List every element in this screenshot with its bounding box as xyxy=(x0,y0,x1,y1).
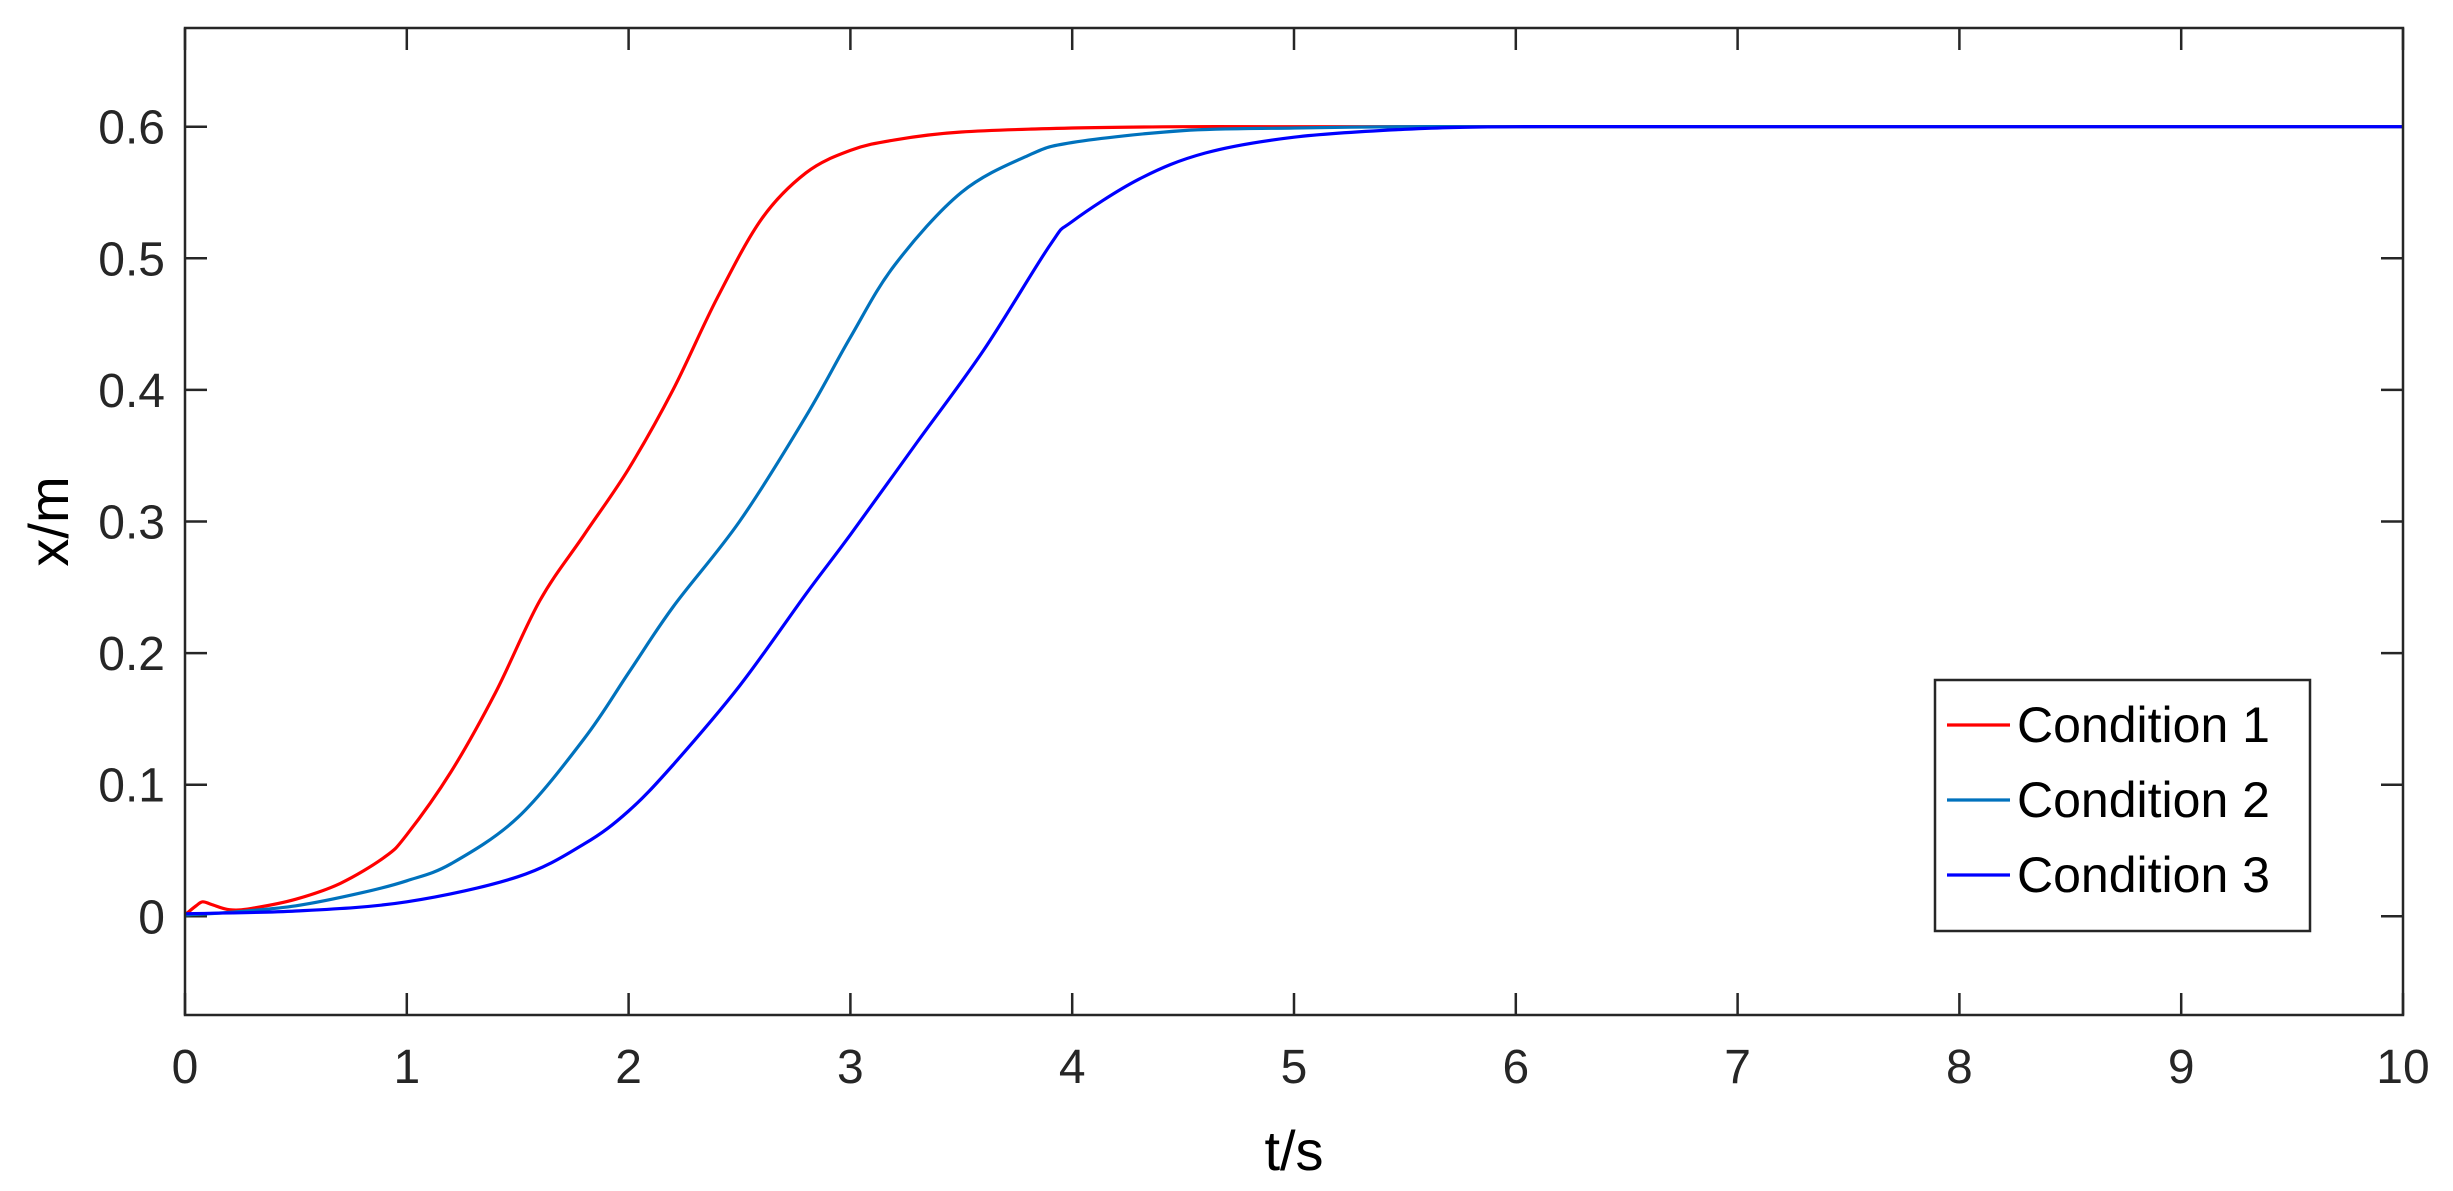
y-tick-label: 0 xyxy=(138,891,165,944)
legend-label: Condition 3 xyxy=(2017,847,2270,903)
y-tick-label: 0.2 xyxy=(98,628,165,681)
x-axis-label: t/s xyxy=(1264,1119,1323,1182)
series-line-condition-3 xyxy=(184,124,2403,916)
tick-labels: 0 1 2 3 4 5 6 7 8 9 10 0 0.1 0.2 0.3 0.4 0.5 0.6 xyxy=(98,102,2429,1094)
x-tick-label: 3 xyxy=(837,1041,864,1094)
legend: Condition 1 Condition 2 Condition 3 xyxy=(1933,678,2312,933)
x-tick-label: 1 xyxy=(393,1041,420,1094)
y-tick-label: 0.6 xyxy=(98,102,165,155)
x-tick-label: 2 xyxy=(615,1041,642,1094)
x-tick-label: 9 xyxy=(2168,1041,2195,1094)
y-tick-label: 0.4 xyxy=(98,365,165,418)
x-tick-label: 6 xyxy=(1502,1041,1529,1094)
y-axis-label: x/m xyxy=(17,476,80,566)
y-tick-label: 0.3 xyxy=(98,497,165,550)
legend-label: Condition 2 xyxy=(2017,772,2270,828)
series-lines xyxy=(183,124,2403,917)
legend-box xyxy=(1933,678,2312,933)
x-tick-label: 5 xyxy=(1281,1041,1308,1094)
x-tick-label: 8 xyxy=(1946,1041,1973,1094)
plot-frame xyxy=(183,26,2405,1017)
y-tick-label: 0.1 xyxy=(98,760,165,813)
x-tick-label: 0 xyxy=(172,1041,199,1094)
legend-label: Condition 1 xyxy=(2017,697,2270,753)
y-tick-label: 0.5 xyxy=(98,233,165,286)
x-tick-label: 4 xyxy=(1059,1041,1086,1094)
x-tick-label: 7 xyxy=(1724,1041,1751,1094)
x-tick-label: 10 xyxy=(2376,1041,2429,1094)
axis-ticks xyxy=(183,28,2405,1015)
